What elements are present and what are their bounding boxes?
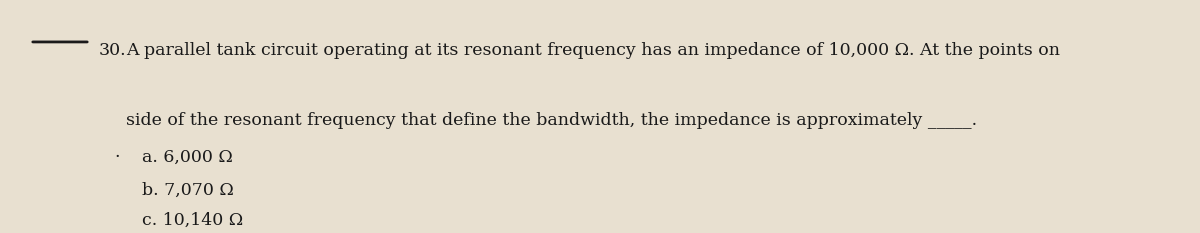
Text: side of the resonant frequency that define the bandwidth, the impedance is appro: side of the resonant frequency that defi… bbox=[126, 112, 977, 129]
Text: A parallel tank circuit operating at its resonant frequency has an impedance of : A parallel tank circuit operating at its… bbox=[126, 42, 1060, 59]
Text: b. 7,070 Ω: b. 7,070 Ω bbox=[142, 182, 233, 199]
Text: ·: · bbox=[114, 149, 120, 166]
Text: 30.: 30. bbox=[98, 42, 126, 59]
Text: a. 6,000 Ω: a. 6,000 Ω bbox=[142, 149, 233, 166]
Text: c. 10,140 Ω: c. 10,140 Ω bbox=[142, 212, 242, 229]
